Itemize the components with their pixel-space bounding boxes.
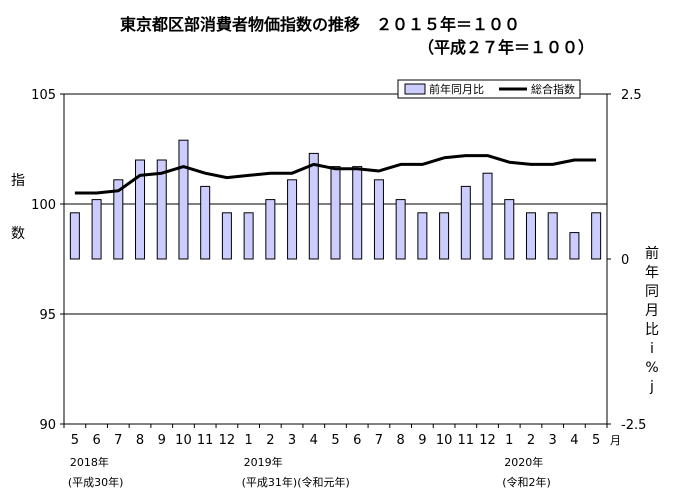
- x-tick-label: 2: [266, 433, 274, 448]
- axes: 90 95 100 105 -2.5 0 2.5: [31, 88, 646, 433]
- right-axis-label-char: 比: [645, 322, 659, 338]
- x-tick-label: 12: [479, 433, 496, 448]
- right-axis-label-char: 前: [645, 245, 659, 262]
- bar: [482, 172, 493, 260]
- legend-box: [397, 79, 581, 99]
- left-tick-label: 100: [31, 198, 56, 213]
- left-tick-label: 105: [31, 88, 56, 103]
- bar-series: [69, 139, 602, 260]
- left-axis-label-char: 指: [11, 173, 25, 189]
- bar: [352, 166, 363, 260]
- era-label: (平成31年)(令和元年): [242, 475, 350, 489]
- bar: [569, 232, 580, 260]
- x-tick-label: 8: [397, 433, 405, 448]
- bar: [91, 199, 102, 260]
- x-tick-label: 5: [592, 433, 600, 448]
- bar: [417, 212, 428, 260]
- left-axis-label-char: 数: [11, 226, 25, 242]
- bar: [113, 179, 124, 260]
- chart-title: 東京都区部消費者物価指数の推移 ２０１５年＝１００: [120, 15, 520, 34]
- bar: [373, 179, 384, 260]
- x-tick-label: 12: [219, 433, 236, 448]
- bar: [330, 166, 341, 260]
- x-tick-label: 5: [331, 433, 339, 448]
- bar: [591, 212, 602, 260]
- x-tick-label: 2: [527, 433, 535, 448]
- bar: [439, 212, 450, 260]
- right-axis-label-char: i: [650, 341, 654, 357]
- era-label: (平成30年): [68, 475, 124, 489]
- x-tick-label: 4: [310, 433, 318, 448]
- right-axis-label-char: 年: [645, 265, 659, 281]
- legend-bar-label: 前年同月比: [429, 82, 484, 96]
- x-tick-label: 6: [92, 433, 100, 448]
- x-tick-label: 5: [71, 433, 79, 448]
- bar: [460, 185, 471, 260]
- x-tick-label: 7: [375, 433, 383, 448]
- bar: [504, 199, 515, 260]
- x-tick-label: 11: [458, 433, 475, 448]
- left-axis-label: 指数: [11, 173, 25, 242]
- index-line: [74, 154, 597, 195]
- year-label: 2018年: [70, 455, 109, 469]
- bar: [308, 152, 319, 260]
- x-tick-label: 9: [158, 433, 166, 448]
- chart-subtitle: （平成２７年＝１００）: [418, 38, 594, 57]
- year-label: 2020年: [504, 455, 543, 469]
- x-tick-label: 10: [175, 433, 192, 448]
- x-tick-label: 8: [136, 433, 144, 448]
- line-series: [74, 154, 597, 195]
- bar: [547, 212, 558, 260]
- bar: [395, 199, 406, 260]
- legend-line-label: 総合指数: [531, 82, 575, 96]
- x-tick-label: 4: [570, 433, 578, 448]
- x-tick-label: 3: [549, 433, 557, 448]
- era-label: (令和2年): [502, 475, 551, 489]
- bar: [200, 185, 211, 260]
- legend-bar-swatch: [404, 83, 426, 95]
- bar: [265, 199, 276, 260]
- left-tick-label: 90: [39, 418, 56, 433]
- x-tick-label: 6: [353, 433, 361, 448]
- right-axis-label-char: 月: [645, 303, 659, 319]
- right-axis-label-char: %: [645, 360, 658, 376]
- bar: [243, 212, 254, 260]
- x-tick-label: 3: [288, 433, 296, 448]
- right-tick-label: 2.5: [621, 88, 642, 103]
- x-axis-labels: 5 6 7 8 9 10 11 12 1 2 3 4 5 6 7 8 9 10 11 12 1 2 3 4 5 月2018年(平成…: [68, 433, 621, 489]
- month-unit-label: 月: [610, 434, 621, 447]
- bar: [69, 212, 80, 260]
- year-label: 2019年: [244, 455, 283, 469]
- right-tick-label: -2.5: [621, 418, 646, 433]
- bar: [287, 179, 298, 260]
- x-tick-label: 1: [505, 433, 513, 448]
- bar: [156, 159, 167, 260]
- left-tick-label: 95: [39, 308, 56, 323]
- bar: [221, 212, 232, 260]
- legend: 前年同月比 総合指数: [397, 79, 581, 99]
- x-tick-label: 9: [418, 433, 426, 448]
- x-tick-label: 11: [197, 433, 214, 448]
- bar: [178, 139, 189, 260]
- right-axis-label-char: j: [649, 379, 654, 395]
- x-tick-label: 1: [244, 433, 252, 448]
- x-tick-label: 10: [436, 433, 453, 448]
- bar: [525, 212, 536, 260]
- right-tick-label: 0: [621, 253, 629, 268]
- right-axis-label-char: 同: [645, 284, 659, 300]
- x-tick-label: 7: [114, 433, 122, 448]
- bar: [135, 159, 146, 260]
